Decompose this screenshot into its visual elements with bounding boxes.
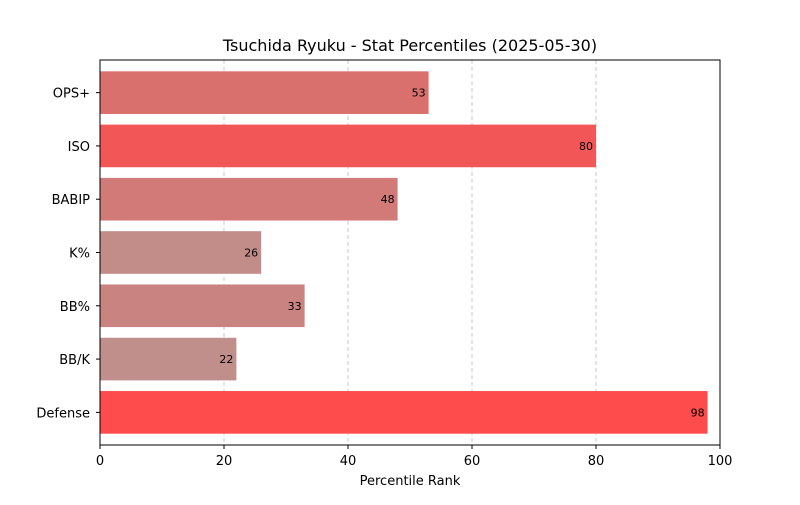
- bar-value-label: 80: [579, 140, 593, 153]
- y-tick-label: ISO: [68, 140, 90, 155]
- bar-iso: [100, 124, 596, 168]
- x-axis-label: Percentile Rank: [360, 474, 461, 489]
- bar-k: [100, 231, 262, 274]
- bar-value-label: 33: [288, 300, 302, 313]
- x-tick-label: 40: [340, 454, 357, 469]
- bar-defense: [100, 391, 708, 434]
- y-tick-label: BB/K: [59, 353, 90, 368]
- data-labels: 53 80 48 26 33 22 98: [219, 87, 704, 420]
- bar-babip: [100, 177, 398, 221]
- bar-value-label: 26: [244, 247, 258, 260]
- x-tick-label: 0: [96, 454, 104, 469]
- y-axis-ticks: OPS+ ISO BABIP K% BB% BB/K Defense: [36, 87, 100, 421]
- bar-value-label: 22: [219, 353, 233, 366]
- y-tick-label: BABIP: [52, 193, 91, 208]
- x-tick-label: 60: [464, 454, 481, 469]
- bar-bb-k: [100, 337, 237, 381]
- bar-value-label: 48: [381, 193, 395, 206]
- grid-lines: [223, 60, 597, 445]
- x-tick-label: 100: [708, 454, 733, 469]
- bar-value-label: 98: [691, 406, 705, 419]
- y-tick-label: BB%: [60, 300, 90, 315]
- x-axis-ticks: 0 20 40 60 80 100: [96, 445, 733, 469]
- plot-frame: [99, 59, 721, 446]
- bar-ops: [100, 71, 429, 114]
- bar-bb: [100, 284, 305, 328]
- bar-value-label: 53: [412, 87, 426, 100]
- x-tick-label: 20: [216, 454, 233, 469]
- y-tick-label: K%: [69, 247, 90, 262]
- y-tick-label: OPS+: [53, 87, 90, 102]
- x-tick-label: 80: [588, 454, 605, 469]
- bars: [100, 71, 708, 434]
- y-tick-label: Defense: [36, 406, 90, 421]
- chart-title: Tsuchida Ryuku - Stat Percentiles (2025-…: [222, 36, 597, 55]
